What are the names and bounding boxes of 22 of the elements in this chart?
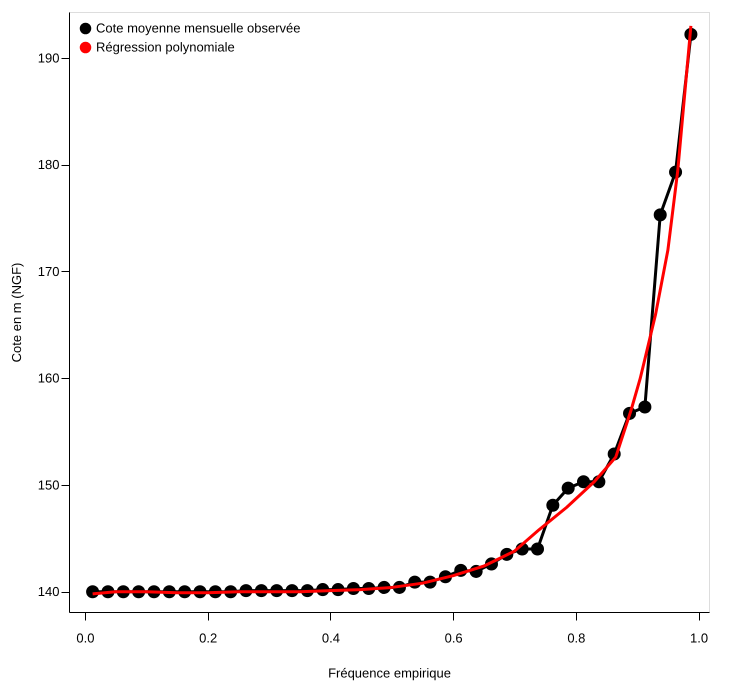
y-tick-label: 140	[38, 584, 60, 600]
x-axis-title: Fréquence empirique	[328, 666, 451, 680]
x-tick-label: 0.8	[567, 630, 586, 646]
x-tick-label: 0.2	[199, 630, 218, 646]
legend-label: Cote moyenne mensuelle observée	[96, 20, 301, 36]
point	[546, 498, 560, 512]
y-tick-label: 180	[38, 157, 60, 172]
x-tick-label: 1.0	[690, 630, 708, 646]
point	[576, 475, 590, 488]
y-tick-label: 150	[38, 477, 60, 492]
y-tick-label: 190	[38, 50, 60, 66]
y-tick-label: 160	[38, 370, 60, 386]
y-axis-title: Cote en m (NGF)	[8, 262, 24, 362]
point	[654, 208, 667, 222]
y-tick-label: 170	[38, 264, 60, 279]
x-tick-label: 0.0	[76, 630, 94, 646]
point	[562, 482, 575, 495]
x-tick-label: 0.6	[444, 630, 463, 646]
x-tick-label: 0.4	[322, 630, 340, 646]
legend-label: Régression polynomiale	[96, 40, 235, 54]
point	[638, 400, 652, 414]
point	[530, 542, 544, 556]
